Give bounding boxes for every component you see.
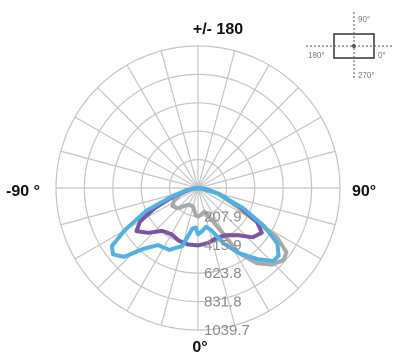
grid-spoke bbox=[126, 64, 199, 189]
inset-label-right: 0° bbox=[378, 51, 386, 60]
angle-label-right: 90° bbox=[352, 183, 376, 200]
inset-center-dot bbox=[352, 44, 356, 48]
inset-label-left: 180° bbox=[308, 51, 325, 60]
grid-spoke bbox=[197, 50, 236, 189]
grid-spoke bbox=[160, 187, 199, 326]
inset-label-bottom: 270° bbox=[358, 71, 375, 80]
radial-tick-label: 207.9 bbox=[204, 208, 242, 225]
grid-spoke bbox=[197, 116, 322, 189]
intensity-curve-3 bbox=[109, 186, 281, 264]
intensity-curves bbox=[109, 186, 289, 267]
grid-spoke bbox=[74, 116, 199, 189]
radial-tick-labels: 207.9 415.9 623.8 831.8 1039.7 bbox=[204, 208, 250, 339]
radial-tick-label: 623.8 bbox=[204, 265, 242, 282]
angle-label-top: +/- 180 bbox=[193, 21, 243, 38]
grid-spoke bbox=[197, 64, 270, 189]
inset-label-top: 90° bbox=[358, 15, 370, 24]
radial-tick-label: 831.8 bbox=[204, 294, 242, 311]
orientation-inset: 90° 180° 0° 270° bbox=[306, 12, 394, 80]
grid-spoke bbox=[126, 187, 199, 312]
angle-label-left: -90 ° bbox=[6, 183, 40, 200]
grid-spoke bbox=[97, 187, 199, 289]
grid-spoke bbox=[97, 87, 199, 189]
radial-tick-label: 415.9 bbox=[204, 237, 242, 254]
grid-spoke bbox=[160, 50, 199, 189]
grid-spoke bbox=[60, 150, 199, 189]
angle-label-bottom: 0° bbox=[192, 339, 207, 354]
grid-spoke bbox=[197, 87, 299, 189]
radial-tick-label: 1039.7 bbox=[204, 322, 250, 339]
intensity-curve-1 bbox=[170, 186, 289, 267]
grid-spoke bbox=[197, 150, 336, 189]
